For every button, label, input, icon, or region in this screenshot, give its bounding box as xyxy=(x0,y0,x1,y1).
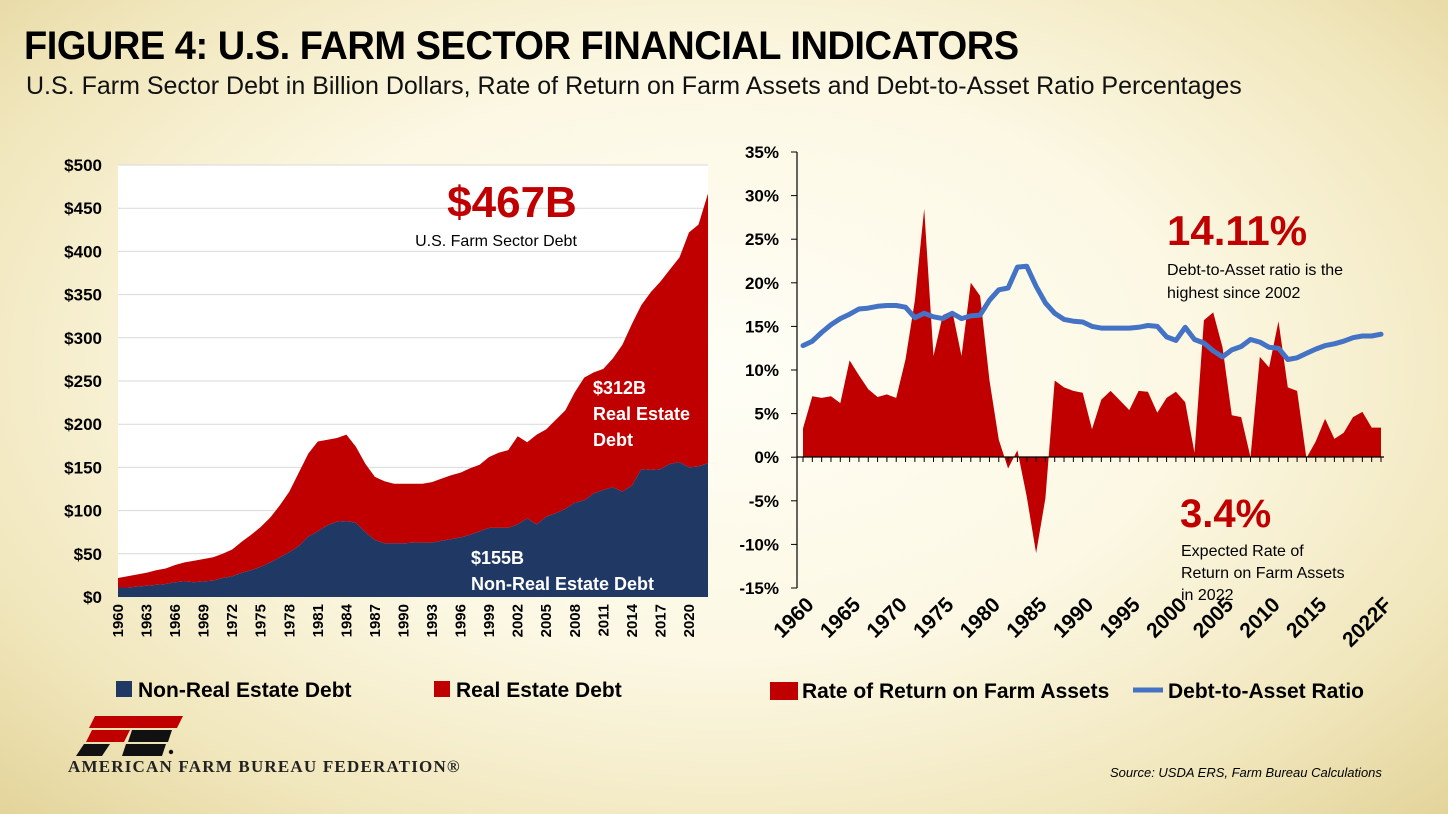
return-note-1: Expected Rate of xyxy=(1181,543,1304,560)
left-x-tick-label: 1993 xyxy=(424,604,441,637)
non-real-estate-debt-area xyxy=(118,462,708,597)
left-y-ticks: $0 $50 $100 $150 $200 $250 $300 $350 $400 $450 $50… xyxy=(64,156,102,607)
left-areas xyxy=(118,193,708,597)
right-x-tick-label: 1985 xyxy=(1002,593,1052,643)
return-note-2: Return on Farm Assets xyxy=(1181,565,1345,582)
left-x-tick-label: 1978 xyxy=(281,604,298,637)
left-x-tick-label: 1999 xyxy=(481,604,498,637)
left-y-tick-label: $500 xyxy=(64,156,102,175)
left-y-tick-label: $50 xyxy=(74,545,102,564)
left-x-tick-label: 2008 xyxy=(567,604,584,637)
left-y-tick-label: $450 xyxy=(64,199,102,218)
real-estate-label-2: Debt xyxy=(593,430,633,450)
right-x-tick-label: 1995 xyxy=(1096,593,1146,643)
left-y-tick-label: $200 xyxy=(64,415,102,434)
legend-swatch-non-real-estate xyxy=(116,681,132,697)
left-x-ticks: 1960 1963 1966 1969 1972 1975 1978 1981 1984 1987… xyxy=(110,603,698,637)
left-y-tick-label: $0 xyxy=(83,588,102,607)
total-debt-label: U.S. Farm Sector Debt xyxy=(415,233,577,250)
right-x-tick-label: 2022F xyxy=(1338,593,1396,651)
left-x-tick-label: 2002 xyxy=(510,604,527,637)
ratio-note-1: Debt-to-Asset ratio is the xyxy=(1167,262,1343,279)
left-x-tick-label: 1987 xyxy=(367,604,384,637)
left-y-tick-label: $400 xyxy=(64,242,102,261)
legend-label-real-estate: Real Estate Debt xyxy=(456,679,622,702)
rate-of-return-shape xyxy=(803,208,1381,554)
left-x-tick-label: 2020 xyxy=(681,604,698,637)
legend-label-non-real-estate: Non-Real Estate Debt xyxy=(138,679,352,702)
left-debt-chart: $0 $50 $100 $150 $200 $250 $300 $350 $400 $450 $50… xyxy=(64,156,708,702)
chart-title: FIGURE 4: U.S. FARM SECTOR FINANCIAL IND… xyxy=(24,24,1019,68)
non-real-estate-value: $155B xyxy=(471,548,524,568)
non-real-estate-label: Non-Real Estate Debt xyxy=(471,574,654,594)
left-y-tick-label: $150 xyxy=(64,458,102,477)
farm-bureau-logo-icon xyxy=(76,716,183,756)
left-x-tick-label: 1963 xyxy=(139,604,156,637)
left-x-tick-label: 2005 xyxy=(538,604,555,637)
left-x-tick-label: 2011 xyxy=(595,604,612,637)
return-note-3: in 2022 xyxy=(1181,587,1234,604)
left-x-tick-label: 1975 xyxy=(253,604,270,637)
right-x-tick-label: 1990 xyxy=(1049,593,1098,642)
right-x-tick-label: 2010 xyxy=(1235,593,1284,642)
right-y-tick-label: 5% xyxy=(754,405,779,424)
total-debt-value: $467B xyxy=(447,178,577,227)
right-y-tick-label: 10% xyxy=(745,361,779,380)
right-y-tick-label: -15% xyxy=(739,579,779,598)
left-x-tick-label: 2014 xyxy=(624,603,641,637)
ratio-value: 14.11% xyxy=(1167,207,1307,254)
return-value: 3.4% xyxy=(1180,492,1271,536)
legend-label-debt-to-asset: Debt-to-Asset Ratio xyxy=(1168,680,1364,703)
left-y-tick-label: $300 xyxy=(64,329,102,348)
left-x-tick-label: 1966 xyxy=(167,604,184,637)
legend-swatch-rate-of-return xyxy=(770,682,798,700)
left-x-tick-label: 1984 xyxy=(338,603,355,637)
left-x-tick-label: 1981 xyxy=(310,604,327,637)
legend-swatch-real-estate xyxy=(434,681,450,697)
federation-name: AMERICAN FARM BUREAU FEDERATION® xyxy=(68,757,461,776)
right-x-tick-label: 1970 xyxy=(862,593,911,642)
rate-of-return-area xyxy=(803,208,1381,554)
left-x-tick-label: 1960 xyxy=(110,604,127,637)
right-y-tick-label: -10% xyxy=(739,535,779,554)
right-x-tick-label: 1975 xyxy=(909,593,959,643)
right-y-ticks: -15% -10% -5% 0% 5% 10% 15% 20% 25% 30% 35% xyxy=(739,143,797,598)
source-note: Source: USDA ERS, Farm Bureau Calculatio… xyxy=(1110,765,1382,780)
legend-label-rate-of-return: Rate of Return on Farm Assets xyxy=(802,680,1109,703)
left-x-tick-label: 1996 xyxy=(453,604,470,637)
left-x-tick-label: 1972 xyxy=(224,604,241,637)
right-y-tick-label: 35% xyxy=(745,143,779,162)
left-y-tick-label: $250 xyxy=(64,372,102,391)
right-y-tick-label: 20% xyxy=(745,274,779,293)
ratio-note-2: highest since 2002 xyxy=(1167,285,1301,302)
left-x-tick-label: 2017 xyxy=(652,604,669,637)
right-x-tick-label: 1960 xyxy=(769,593,818,642)
right-ratio-chart: -15%-10%-5%0%5%10%15%20%25%30%35% 196019… xyxy=(739,143,1396,703)
right-y-tick-label: 15% xyxy=(745,317,779,336)
left-y-tick-label: $100 xyxy=(64,502,102,521)
right-y-tick-label: -5% xyxy=(749,492,779,511)
debt-to-asset-line xyxy=(800,263,1384,362)
real-estate-label-1: Real Estate xyxy=(593,404,690,424)
chart-subtitle: U.S. Farm Sector Debt in Billion Dollars… xyxy=(26,72,1242,100)
left-x-tick-label: 1990 xyxy=(395,604,412,637)
left-x-tick-label: 1969 xyxy=(196,604,213,637)
left-y-tick-label: $350 xyxy=(64,286,102,305)
real-estate-value: $312B xyxy=(593,378,646,398)
right-x-tick-label: 1980 xyxy=(956,593,1005,642)
right-y-tick-label: 30% xyxy=(745,187,779,206)
right-y-tick-label: 25% xyxy=(745,230,779,249)
right-x-tick-label: 1965 xyxy=(816,593,866,643)
real-estate-debt-area xyxy=(118,193,708,588)
right-y-tick-label: 0% xyxy=(754,448,779,467)
right-x-tick-label: 2015 xyxy=(1282,593,1332,643)
